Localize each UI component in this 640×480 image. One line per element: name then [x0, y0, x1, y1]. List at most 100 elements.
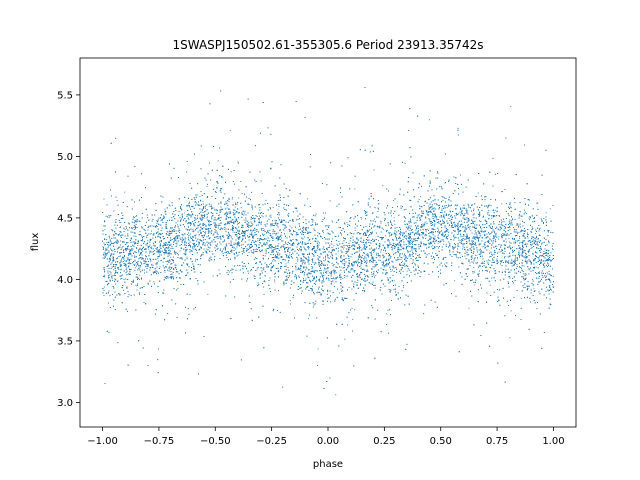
data-point — [183, 212, 185, 214]
data-point — [274, 281, 276, 283]
data-point — [236, 224, 238, 226]
data-point — [195, 249, 197, 251]
data-point — [379, 260, 381, 261]
data-point — [259, 203, 260, 205]
data-point — [152, 259, 154, 260]
data-point — [457, 223, 458, 225]
data-point — [402, 234, 404, 236]
data-point — [403, 264, 405, 266]
data-point — [458, 213, 459, 215]
data-point — [380, 251, 382, 253]
data-point — [305, 228, 306, 229]
data-point — [535, 233, 537, 234]
data-point — [202, 254, 204, 256]
data-point — [428, 205, 430, 207]
data-point — [311, 264, 312, 265]
data-point — [435, 217, 437, 219]
data-point — [206, 186, 208, 187]
data-point — [318, 249, 320, 250]
data-point — [243, 219, 245, 221]
data-point — [244, 238, 246, 239]
data-point — [235, 212, 237, 214]
data-point — [374, 287, 376, 289]
data-point — [342, 277, 344, 279]
data-point — [229, 130, 231, 131]
data-point — [136, 221, 138, 223]
data-point — [138, 265, 140, 266]
data-point — [126, 267, 128, 269]
data-point — [348, 263, 350, 265]
data-point — [536, 202, 538, 204]
data-point — [437, 205, 439, 207]
data-point — [248, 272, 249, 274]
data-point — [177, 287, 179, 289]
data-point — [123, 256, 125, 258]
data-point — [319, 278, 320, 280]
data-point — [420, 196, 421, 198]
data-point — [375, 275, 377, 276]
data-point — [403, 262, 405, 264]
data-point — [408, 230, 410, 231]
data-point — [206, 248, 208, 250]
data-point — [535, 266, 537, 268]
data-point — [176, 238, 178, 240]
data-point — [171, 217, 173, 218]
data-point — [494, 210, 496, 212]
data-point — [256, 244, 257, 246]
data-point — [518, 254, 520, 256]
data-point — [216, 187, 218, 189]
data-point — [489, 256, 490, 258]
data-point — [329, 256, 331, 258]
data-point — [219, 209, 221, 211]
data-point — [374, 264, 376, 266]
data-point — [370, 252, 371, 254]
data-point — [491, 217, 493, 219]
data-point — [496, 211, 498, 213]
data-point — [146, 244, 148, 246]
data-point — [121, 287, 123, 289]
data-point — [370, 259, 371, 261]
data-point — [139, 221, 141, 222]
data-point — [272, 207, 274, 208]
data-point — [354, 252, 356, 253]
data-point — [402, 260, 403, 262]
data-point — [181, 241, 183, 243]
data-point — [333, 273, 335, 275]
data-point — [354, 309, 356, 311]
data-point — [241, 247, 242, 249]
data-point — [531, 238, 533, 240]
data-point — [217, 215, 219, 216]
data-point — [171, 267, 173, 268]
data-point — [176, 244, 178, 246]
data-point — [467, 209, 469, 211]
data-point — [430, 235, 432, 237]
data-point — [132, 231, 134, 233]
data-point — [124, 260, 126, 261]
data-point — [467, 268, 469, 269]
data-point — [418, 199, 420, 200]
data-point — [231, 198, 233, 200]
data-point — [269, 263, 271, 265]
data-point — [222, 227, 224, 229]
data-point — [211, 250, 213, 252]
data-point — [552, 258, 553, 260]
scatter-points — [102, 87, 554, 396]
data-point — [245, 236, 246, 238]
data-point — [153, 258, 155, 260]
data-point — [277, 246, 279, 247]
data-point — [162, 246, 164, 248]
data-point — [269, 230, 271, 231]
data-point — [550, 259, 552, 261]
data-point — [140, 262, 142, 264]
data-point — [510, 106, 512, 107]
data-point — [300, 232, 301, 233]
data-point — [131, 281, 133, 282]
data-point — [359, 272, 361, 274]
data-point — [320, 264, 321, 265]
data-point — [432, 244, 434, 246]
data-point — [272, 267, 273, 268]
data-point — [312, 285, 313, 287]
data-point — [238, 242, 240, 244]
data-point — [456, 251, 458, 252]
data-point — [261, 215, 263, 217]
